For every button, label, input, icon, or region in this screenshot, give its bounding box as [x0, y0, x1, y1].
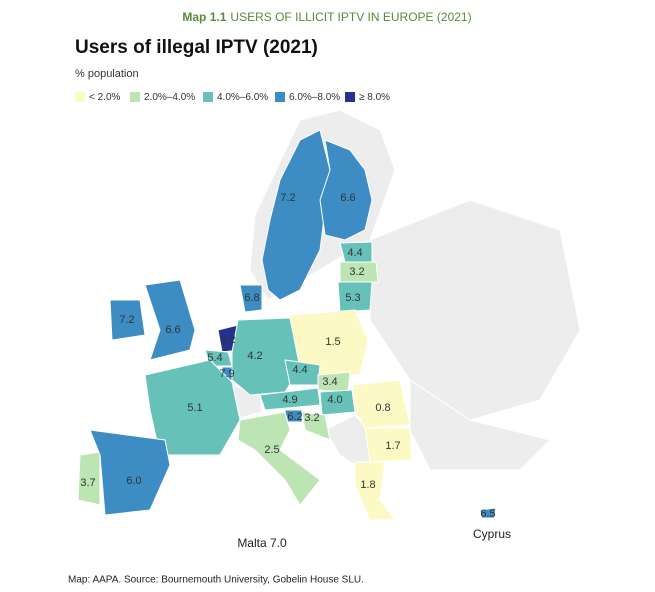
- legend-swatch: [203, 92, 213, 102]
- legend: < 2.0% 2.0%–4.0% 4.0%–6.0% 6.0%–8.0% ≥ 8.0%: [75, 92, 390, 103]
- region: [339, 261, 379, 283]
- region-value: 5.1: [187, 402, 202, 414]
- region-value: 3.2: [349, 266, 364, 278]
- legend-label: 6.0%–8.0%: [289, 92, 340, 103]
- cyprus-label: Cyprus: [473, 527, 511, 541]
- region: [239, 284, 263, 313]
- header: Map 1.1 USERS OF ILLICIT IPTV IN EUROPE (…: [182, 10, 471, 24]
- region-value: 7.9: [219, 368, 234, 380]
- region-value: 1.7: [385, 440, 400, 452]
- source: Map: AAPA. Source: Bournemouth Universit…: [68, 575, 364, 586]
- region: [479, 507, 497, 519]
- region-value: 6.2: [287, 411, 302, 423]
- legend-swatch: [345, 92, 355, 102]
- region: [319, 389, 356, 416]
- region-value: 7.2: [280, 192, 295, 204]
- region: [337, 281, 373, 313]
- malta-label: Malta 7.0: [237, 536, 287, 550]
- region: [259, 387, 321, 411]
- region: [144, 359, 241, 456]
- regions: 7.2 6.6 4.4 3.2 5.3 6.8 7.2 6.6 1.5 8.2 5.4 7.9 4.2 4…: [77, 129, 497, 521]
- region-value: 4.4: [347, 247, 362, 259]
- region-value: 6.8: [244, 292, 259, 304]
- region-value: 0.8: [375, 402, 390, 414]
- region-value: 4.9: [282, 394, 297, 406]
- region: [319, 139, 373, 241]
- region-labels: 7.2 6.6 4.4 3.2 5.3 6.8 7.2 6.6 1.5 8.2 5.4 7.9 4.2 4…: [80, 192, 495, 520]
- region-value: 6.6: [165, 324, 180, 336]
- legend-swatch: [130, 92, 140, 102]
- region-value: 3.4: [322, 376, 337, 388]
- map-title: Users of illegal IPTV (2021): [75, 37, 318, 58]
- region-value: 3.2: [304, 412, 319, 424]
- legend-swatch: [75, 92, 85, 102]
- region-value: 5.4: [207, 352, 222, 364]
- legend-label: < 2.0%: [89, 92, 121, 103]
- region-value: 1.8: [360, 479, 375, 491]
- region-value: 2.5: [264, 444, 279, 456]
- region-value: 3.7: [80, 477, 95, 489]
- land: [369, 199, 581, 421]
- region: [261, 129, 331, 301]
- map-number: Map 1.1: [182, 10, 226, 24]
- region-value: 1.5: [325, 336, 340, 348]
- legend-label: ≥ 8.0%: [359, 92, 390, 103]
- region-value: 5.3: [345, 292, 360, 304]
- region: [77, 451, 101, 506]
- region-value: 4.2: [247, 350, 262, 362]
- region-value: 6.5: [480, 508, 495, 520]
- region: [351, 379, 411, 429]
- region-value: 4.0: [327, 394, 342, 406]
- region-value: 8.2: [220, 334, 235, 346]
- header-title: USERS OF ILLICIT IPTV IN EUROPE (2021): [230, 10, 471, 24]
- legend-label: 2.0%–4.0%: [144, 92, 195, 103]
- region-shapes: [77, 129, 497, 521]
- region: [354, 461, 396, 521]
- region: [364, 427, 413, 463]
- region: [301, 411, 331, 441]
- region: [237, 411, 321, 506]
- region: [231, 317, 301, 396]
- legend-swatch: [275, 92, 285, 102]
- region-value: 7.2: [119, 314, 134, 326]
- region: [144, 279, 196, 361]
- legend-label: 4.0%–6.0%: [217, 92, 268, 103]
- subtitle: % population: [75, 68, 139, 80]
- region: [109, 299, 146, 341]
- region-value: 6.6: [340, 192, 355, 204]
- region: [89, 429, 171, 516]
- region-value: 6.0: [126, 475, 141, 487]
- region-value: 4.4: [292, 364, 307, 376]
